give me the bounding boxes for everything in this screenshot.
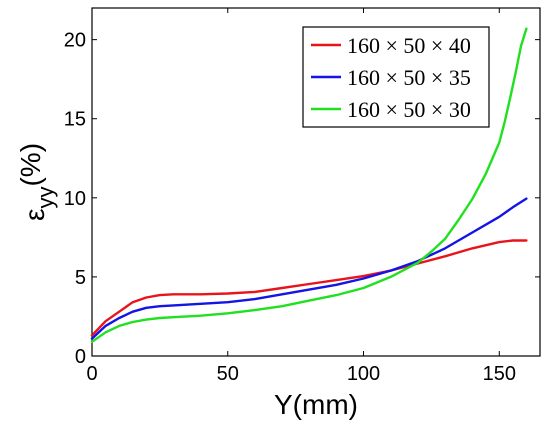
y-axis-title: εyy(%) xyxy=(15,143,58,221)
svg-text:εyy(%): εyy(%) xyxy=(15,143,58,221)
y-axis-title-subscript: yy xyxy=(33,187,58,209)
y-tick-label: 20 xyxy=(64,30,86,52)
legend-label-2: 160 × 50 × 35 xyxy=(347,65,471,90)
x-axis-title: Y(mm) xyxy=(274,389,358,420)
legend-label-3: 160 × 50 × 30 xyxy=(347,97,471,122)
x-tick-label: 0 xyxy=(86,363,97,385)
y-tick-label: 5 xyxy=(75,267,86,289)
tick-layer: 0 50 100 150 0 5 10 15 20 xyxy=(64,8,540,385)
y-tick-label: 0 xyxy=(75,346,86,368)
x-tick-label: 150 xyxy=(483,363,516,385)
series-line-2 xyxy=(90,197,528,340)
series-line-3 xyxy=(90,27,528,343)
series-layer xyxy=(90,27,528,343)
series-line-1 xyxy=(90,239,528,337)
x-tick-label: 100 xyxy=(347,363,380,385)
x-tick-label: 50 xyxy=(217,363,239,385)
legend-label-1: 160 × 50 × 40 xyxy=(347,33,471,58)
y-tick-label: 10 xyxy=(64,188,86,210)
y-axis-title-symbol: ε xyxy=(19,209,50,221)
y-tick-label: 15 xyxy=(64,109,86,131)
y-axis-title-unit: (%) xyxy=(15,143,46,187)
legend: 160 × 50 × 40 160 × 50 × 35 160 × 50 × 30 xyxy=(302,26,490,128)
